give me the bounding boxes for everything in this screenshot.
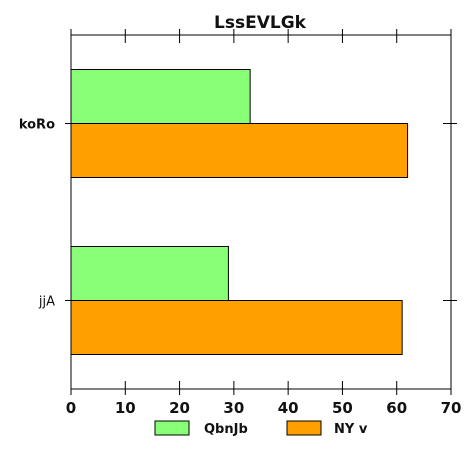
bars-layer	[70, 69, 409, 355]
x-tick-label: 60	[386, 399, 407, 417]
bar-ny-v-koro	[70, 123, 409, 178]
bar-qbnjb-jja	[70, 246, 229, 301]
x-tick-label: 50	[332, 399, 353, 417]
x-tick-label: 10	[115, 399, 136, 417]
x-tick-label: 20	[169, 399, 190, 417]
y-tick-label: koRo	[19, 118, 55, 133]
x-tick-label: 0	[66, 399, 76, 417]
x-tick-label: 30	[223, 399, 244, 417]
plot-frame	[70, 34, 452, 390]
ticks-layer: koRo jjA 0 10 20 30 40 50 60 70	[19, 29, 462, 417]
legend-swatch	[286, 420, 322, 436]
bar-ny-v-jja	[70, 300, 403, 355]
y-tick-label: jjA	[38, 295, 55, 310]
legend-label: NY v	[334, 422, 368, 437]
legend-swatch	[154, 420, 190, 436]
legend-label: QbnJb	[204, 422, 248, 437]
x-tick-label: 40	[278, 399, 299, 417]
bar-qbnjb-koro	[70, 69, 251, 124]
legend: QbnJb NY v	[154, 420, 368, 437]
chart-title: LssEVLGk	[214, 13, 307, 33]
x-tick-label: 70	[441, 399, 462, 417]
